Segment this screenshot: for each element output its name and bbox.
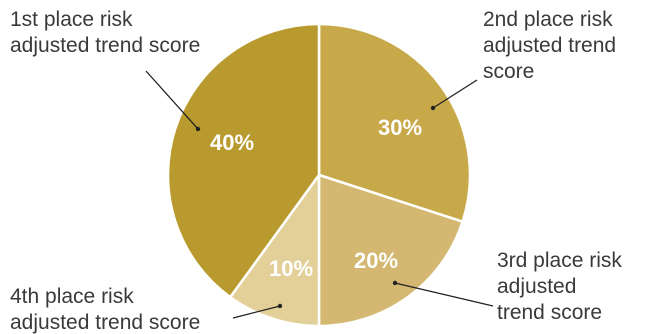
slice-labels: 2nd place risk adjusted trend score 3rd pla…: [10, 8, 622, 334]
leader-dot: [430, 105, 436, 111]
pie-slice: [228, 171, 321, 328]
leader-line: [394, 282, 494, 307]
percent-labels: 30% 20% 10% 40%: [210, 115, 422, 281]
slice-percent-label: 10%: [269, 256, 313, 281]
pie-slice: [166, 22, 321, 299]
leader-dot: [195, 126, 201, 132]
slice-category-label: 2nd place risk adjusted trend score: [483, 8, 616, 83]
slice-category-label: 1st place risk adjusted trend score: [10, 8, 200, 57]
slice-percent-label: 30%: [378, 115, 422, 140]
leader-line: [232, 305, 281, 319]
slice-category-label: 3rd place risk adjusted trend score: [497, 249, 622, 324]
leader-lines: [145, 70, 494, 319]
leader-dot: [392, 280, 398, 286]
slice-category-label: 4th place risk adjusted trend score: [10, 285, 200, 334]
leader-line: [145, 70, 199, 130]
slice-percent-label: 40%: [210, 130, 254, 155]
pie-slice: [317, 173, 465, 328]
leader-line: [432, 79, 478, 109]
pie-slice: [317, 22, 472, 224]
slice-percent-label: 20%: [354, 248, 398, 273]
leader-dot: [277, 303, 283, 309]
pie-slices: [166, 22, 472, 328]
